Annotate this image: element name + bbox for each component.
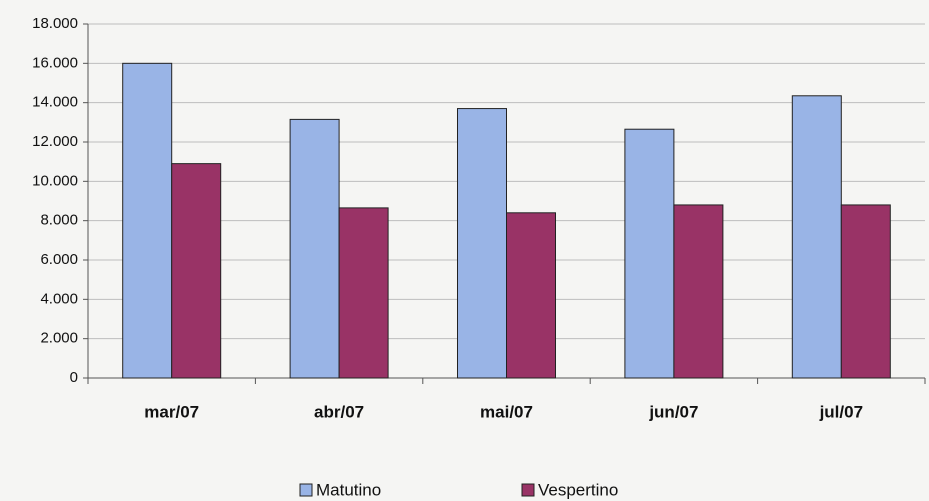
x-tick-label: abr/07 — [314, 402, 364, 421]
bar — [624, 128, 675, 379]
y-tick-label: 8.000 — [40, 212, 78, 229]
legend-label: Vespertino — [538, 480, 618, 499]
bar — [122, 62, 173, 379]
y-tick-label: 14.000 — [32, 94, 78, 111]
x-tick-label: jul/07 — [819, 402, 863, 421]
y-tick-label: 2.000 — [40, 330, 78, 347]
legend-label: Matutino — [316, 480, 381, 499]
y-tick-label: 12.000 — [32, 133, 78, 150]
y-tick-label: 16.000 — [32, 54, 78, 71]
y-tick-label: 10.000 — [32, 172, 78, 189]
bar — [791, 95, 842, 379]
x-tick-label: jun/07 — [648, 402, 698, 421]
bar — [673, 204, 724, 379]
bar — [840, 204, 891, 379]
bar — [171, 163, 222, 379]
x-tick-label: mai/07 — [480, 402, 533, 421]
y-tick-label: 18.000 — [32, 15, 78, 32]
y-tick-label: 0 — [70, 369, 78, 386]
y-tick-label: 6.000 — [40, 251, 78, 268]
bar — [457, 108, 507, 379]
bar — [338, 207, 389, 379]
legend-swatch — [299, 483, 313, 497]
y-tick-label: 4.000 — [40, 290, 78, 307]
bar — [289, 118, 340, 379]
bar — [506, 212, 556, 379]
legend-swatch — [521, 483, 535, 497]
x-tick-label: mar/07 — [144, 402, 199, 421]
